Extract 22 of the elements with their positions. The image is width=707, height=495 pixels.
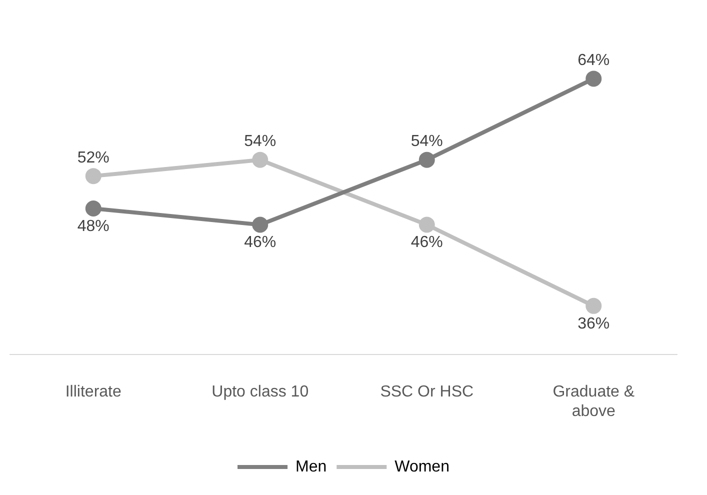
data-label: 46% — [410, 234, 443, 252]
x-tick-label: Illiterate — [65, 384, 122, 401]
point — [85, 168, 102, 184]
data-label: 54% — [410, 133, 443, 150]
point — [252, 216, 268, 233]
x-tick-label: SSC Or HSC — [380, 384, 474, 401]
data-label: 52% — [77, 149, 110, 166]
point — [418, 152, 435, 168]
point — [586, 70, 602, 87]
point — [418, 216, 435, 233]
legend-label: Men — [296, 458, 327, 476]
x-tick-label: Graduate & above — [552, 384, 635, 420]
legend-label: Women — [394, 458, 450, 476]
data-label: 54% — [244, 133, 276, 150]
point — [252, 152, 268, 168]
data-label: 64% — [578, 52, 610, 70]
data-label: 48% — [77, 218, 110, 235]
data-label: 46% — [244, 234, 276, 252]
point — [586, 298, 602, 314]
point — [85, 200, 102, 217]
data-label: 36% — [578, 315, 610, 332]
x-tick-label: Upto class 10 — [212, 384, 309, 401]
